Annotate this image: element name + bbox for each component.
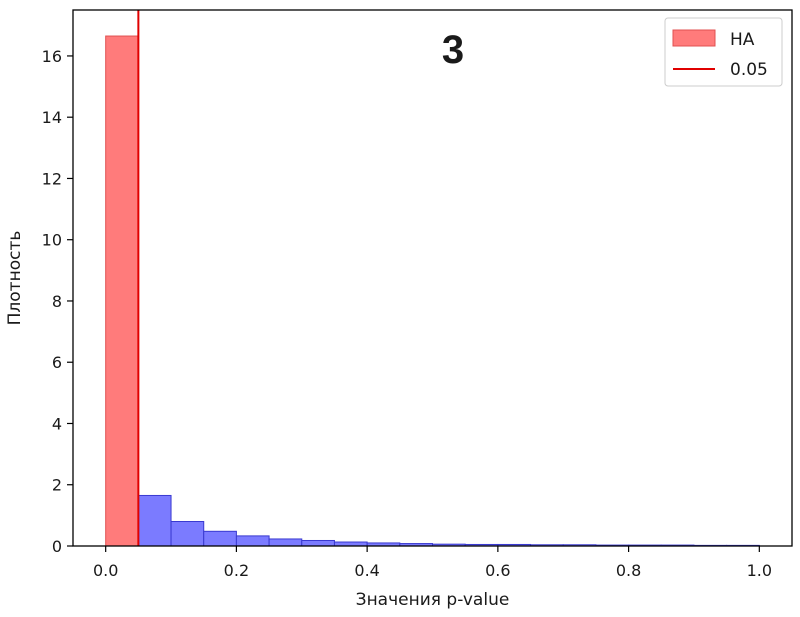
x-tick-label: 0.6: [485, 561, 510, 580]
y-tick-label: 2: [52, 476, 62, 495]
x-tick-label: 0.4: [354, 561, 379, 580]
histogram-bar: [268, 538, 303, 547]
x-tick-label: 1.0: [747, 561, 772, 580]
legend: HA 0.05: [664, 17, 783, 87]
axes-frame: [72, 9, 793, 547]
y-tick-label: 4: [52, 414, 62, 433]
y-tick-label: 6: [52, 353, 62, 372]
y-tick-label: 10: [42, 231, 62, 250]
y-axis-ticks: 0 2 4 6 8 10 12 14 16: [42, 47, 73, 556]
histogram-bar: [235, 535, 270, 547]
legend-label-ha: HA: [730, 30, 755, 50]
y-tick-label: 14: [42, 108, 62, 127]
x-tick-label: 0.8: [616, 561, 641, 580]
legend-label-threshold: 0.05: [730, 60, 768, 80]
x-tick-label: 0.2: [224, 561, 249, 580]
histogram-bar: [105, 35, 139, 547]
histogram-bars: [105, 35, 760, 547]
x-tick-label: 0.0: [93, 561, 118, 580]
y-tick-label: 8: [52, 292, 62, 311]
legend-swatch-ha: [672, 29, 716, 47]
histogram-bar: [203, 530, 237, 547]
x-axis-label: Значения p-value: [356, 590, 510, 610]
histogram-bar: [301, 539, 335, 547]
panel-number-label: 3: [442, 28, 464, 72]
y-tick-label: 0: [52, 537, 62, 556]
histogram-bar: [137, 494, 172, 547]
y-axis-label: Плотность: [5, 231, 25, 326]
histogram-bar: [170, 520, 205, 547]
y-tick-label: 12: [42, 169, 62, 188]
y-tick-label: 16: [42, 47, 62, 66]
x-axis-ticks: 0.0 0.2 0.4 0.6 0.8 1.0: [93, 546, 772, 580]
